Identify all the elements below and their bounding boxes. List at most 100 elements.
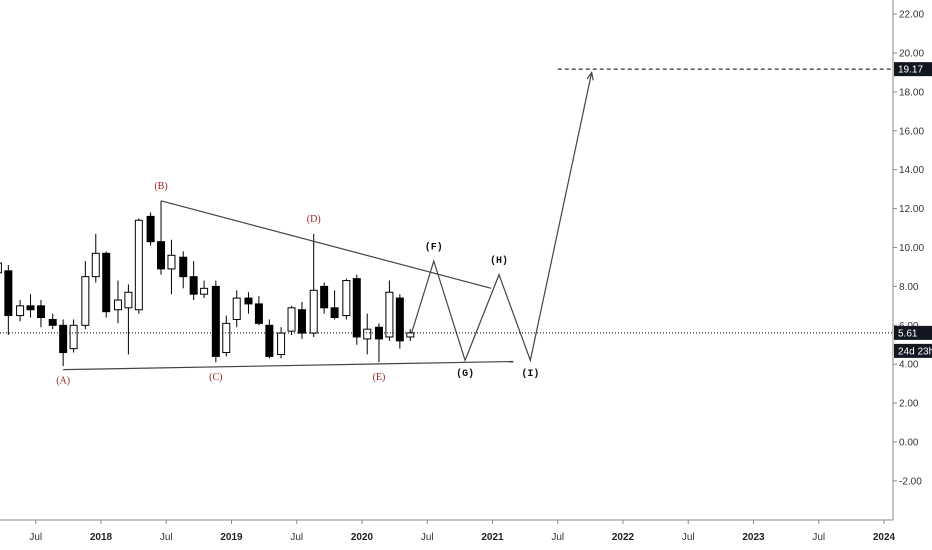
candle (211, 280, 220, 363)
candle-body (406, 332, 415, 338)
candle (81, 261, 90, 330)
wave-label: (B) (154, 181, 167, 192)
candle (277, 327, 286, 359)
candles-layer (0, 200, 415, 367)
candle-body (48, 318, 57, 326)
price-tick-label: 8.00 (899, 282, 919, 293)
candle (26, 294, 35, 318)
time-tick-label: Jul (290, 532, 303, 543)
time-tick-label: Jul (812, 532, 825, 543)
drawings-layer (0, 68, 893, 371)
candle-body (134, 219, 143, 311)
price-tick-label: 2.00 (899, 399, 919, 410)
candle (59, 319, 68, 367)
wave-label: (C) (209, 372, 222, 383)
candle-body (342, 280, 351, 317)
price-tick-label: 0.00 (899, 438, 919, 449)
candle (0, 262, 2, 274)
candle-body (36, 305, 45, 319)
price-tick-label: 4.00 (899, 360, 919, 371)
time-tick-label: 2021 (481, 532, 504, 543)
candle-body (222, 322, 231, 354)
candle-body (211, 285, 220, 357)
candle (395, 294, 404, 349)
current-price-tag: 5.61 (898, 328, 918, 339)
target-price-tag: 19.17 (898, 65, 923, 76)
candle-body (265, 324, 274, 357)
candle (189, 261, 198, 301)
candle-body (244, 297, 253, 305)
projection-path (411, 72, 593, 363)
time-tick-label: 2023 (742, 532, 765, 543)
price-tick-label: 16.00 (899, 126, 924, 137)
time-tick-label: 2019 (220, 532, 243, 543)
time-tick-label: 2024 (873, 532, 896, 543)
candle (309, 233, 318, 337)
candle (265, 319, 274, 359)
time-tick-label: Jul (421, 532, 434, 543)
candle (124, 284, 133, 355)
candle (406, 329, 415, 341)
time-tick-label: Jul (29, 532, 42, 543)
candle (342, 278, 351, 320)
time-tick-label: 2018 (90, 532, 113, 543)
candle (16, 300, 25, 322)
price-tick-label: 12.00 (899, 204, 924, 215)
candle-body (363, 328, 372, 340)
candle-body (189, 276, 198, 295)
candle-body (287, 307, 296, 332)
candle (102, 251, 111, 318)
price-tick-label: -2.00 (899, 476, 922, 487)
candle-body (330, 307, 339, 319)
candle (200, 280, 209, 299)
time-tick-label: 2020 (351, 532, 374, 543)
candle (287, 305, 296, 336)
candle-body (352, 278, 361, 338)
current-price-tag-bg (894, 325, 932, 340)
candle-body (102, 252, 111, 313)
triangle-trendline (160, 200, 492, 289)
candle (297, 301, 306, 339)
wave-label: (E) (373, 372, 386, 383)
time-axis[interactable]: Jul 2018 Jul 2019 Jul 2020 Jul 2021 Jul 2022 Jul 20… (29, 520, 896, 543)
candle-body (91, 252, 100, 278)
candle-body (157, 241, 166, 270)
wave-labels-layer: (A) (B) (C) (D) (E) (F) (G) (H) (I) (56, 181, 539, 387)
candle-body (16, 305, 25, 317)
price-axis[interactable]: 22.0020.0018.0016.0014.0012.0010.008.006… (893, 10, 924, 488)
wave-label: (G) (456, 368, 474, 380)
price-tick-label: 10.00 (899, 243, 924, 254)
projection-arrowhead (586, 70, 594, 81)
candle-body (179, 256, 188, 278)
candle-body (26, 305, 35, 311)
countdown-tag: 24d 23h (898, 346, 932, 357)
candle (254, 296, 263, 326)
candle-body (124, 291, 133, 309)
time-tick-label: 2022 (612, 532, 635, 543)
candle-body (69, 324, 78, 350)
candle-body (297, 309, 306, 334)
candle (167, 239, 176, 295)
candle-body (277, 332, 286, 355)
candle (179, 251, 188, 289)
target-price-tag-bg (894, 62, 932, 77)
wave-label: (A) (56, 376, 70, 387)
wave-label: (D) (307, 214, 321, 225)
candle (385, 280, 394, 341)
time-tick-label: Jul (551, 532, 564, 543)
candle-body (0, 262, 2, 274)
candle (244, 292, 253, 314)
candle (232, 290, 241, 328)
candle (320, 282, 329, 314)
candle-body (167, 254, 176, 270)
candle-body (309, 289, 318, 334)
time-tick-label: Jul (160, 532, 173, 543)
candle-body (385, 291, 394, 338)
candle-body (254, 303, 263, 324)
price-tick-label: 22.00 (899, 10, 924, 21)
price-tags: 19.17 5.61 24d 23h (894, 62, 932, 358)
candle (69, 319, 78, 353)
candle (134, 218, 143, 314)
